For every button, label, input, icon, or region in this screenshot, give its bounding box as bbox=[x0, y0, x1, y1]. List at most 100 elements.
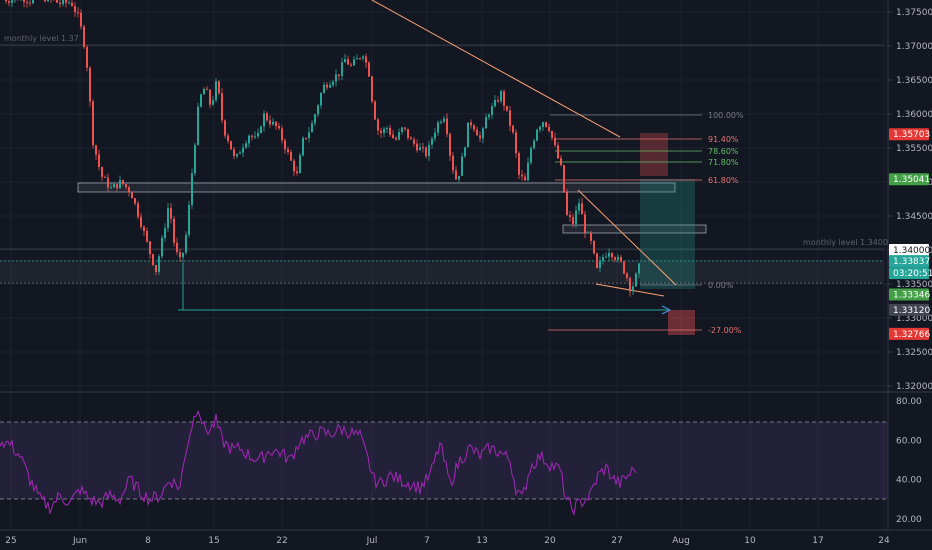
candle-body bbox=[440, 121, 442, 123]
candle-body bbox=[281, 128, 283, 141]
candle-body bbox=[575, 210, 577, 224]
stop-zone-top[interactable] bbox=[640, 133, 668, 176]
candle-body bbox=[494, 99, 496, 107]
candle-body bbox=[551, 130, 553, 138]
candle-body bbox=[122, 179, 124, 185]
price-tag[interactable]: 1.32766 bbox=[889, 327, 930, 340]
candle-body bbox=[344, 59, 346, 63]
trendlines[interactable] bbox=[178, 0, 677, 315]
zone-1-337[interactable] bbox=[0, 260, 884, 282]
candle-body bbox=[314, 114, 316, 124]
candle-body bbox=[266, 113, 268, 121]
candle-body bbox=[332, 81, 334, 85]
candle-body bbox=[449, 133, 451, 156]
fib-level-label: 100.00% bbox=[708, 111, 744, 120]
price-tag[interactable]: 1.35041 bbox=[889, 173, 930, 186]
price-tag[interactable]: 1.33346 bbox=[889, 288, 930, 301]
support-resistance-zones[interactable]: monthly level 1.37 monthly level 1.3400 bbox=[0, 34, 888, 284]
price-tag[interactable]: 1.35703 bbox=[889, 128, 930, 141]
price-tick-label: 1.36000 bbox=[896, 110, 932, 120]
candle-body bbox=[146, 231, 148, 242]
candle-body bbox=[566, 192, 568, 215]
candle-body bbox=[329, 84, 331, 88]
candle-body bbox=[188, 204, 190, 235]
candle-body bbox=[395, 138, 397, 140]
zone-1-349[interactable] bbox=[77, 182, 676, 193]
candle-body bbox=[251, 135, 253, 138]
candle-body bbox=[404, 127, 406, 129]
candle-body bbox=[308, 132, 310, 139]
candle-body bbox=[317, 105, 319, 115]
time-tick-label: 8 bbox=[145, 536, 151, 546]
rsi-tick-label: 60.00 bbox=[896, 436, 922, 446]
candle-body bbox=[488, 114, 490, 118]
price-tag[interactable]: 1.33120 bbox=[889, 303, 930, 316]
fibonacci-retracement[interactable]: 100.00% 91.40% 78.60% 71.80% 61.80% 0.00% -27.… bbox=[548, 111, 744, 335]
candle-body bbox=[437, 122, 439, 133]
candle-body bbox=[530, 148, 532, 163]
candle-body bbox=[533, 140, 535, 149]
price-tick-label: 1.37500 bbox=[896, 8, 932, 18]
candle-body bbox=[59, 2, 61, 5]
price-tick-label: 1.37000 bbox=[896, 42, 932, 52]
time-tick-label: 27 bbox=[611, 536, 622, 546]
candle-body bbox=[23, 0, 25, 2]
price-axis[interactable]: 1.37500 1.37000 1.36500 1.36000 1.35500 1.350… bbox=[887, 0, 932, 530]
zone-1-344[interactable] bbox=[562, 224, 707, 234]
candle-body bbox=[542, 122, 544, 127]
candle-body bbox=[218, 81, 220, 94]
candle-body bbox=[5, 0, 7, 2]
candle-body bbox=[362, 56, 364, 59]
position-tool[interactable] bbox=[640, 133, 695, 335]
candle-body bbox=[422, 147, 424, 149]
candle-body bbox=[497, 99, 499, 102]
rsi-axis[interactable]: 80.00 60.00 40.00 20.00 bbox=[896, 397, 922, 525]
candle-body bbox=[443, 118, 445, 122]
grid bbox=[0, 0, 888, 530]
target-zone[interactable] bbox=[640, 179, 695, 289]
candle-body bbox=[386, 127, 388, 129]
projection-arrow-head bbox=[661, 305, 672, 315]
candle-body bbox=[164, 228, 166, 238]
candle-body bbox=[326, 84, 328, 88]
price-tag[interactable]: 1.33837 bbox=[889, 255, 930, 267]
candle-body bbox=[614, 257, 616, 260]
time-tick-label: 22 bbox=[276, 536, 287, 546]
candle-body bbox=[509, 110, 511, 126]
price-tag-bg bbox=[889, 267, 929, 280]
candle-body bbox=[152, 254, 154, 266]
candle-body bbox=[341, 62, 343, 76]
candle-body bbox=[503, 91, 505, 106]
candle-body bbox=[113, 184, 115, 188]
price-tag-label: 1.33346 bbox=[893, 290, 930, 300]
candle-body bbox=[515, 132, 517, 154]
descending-trendline[interactable] bbox=[371, 0, 621, 138]
time-tick-label: 7 bbox=[424, 536, 430, 546]
time-tick-label: Aug bbox=[672, 536, 690, 546]
time-tick-label: 24 bbox=[878, 536, 890, 546]
candle-body bbox=[77, 12, 79, 14]
price-tag-label: 1.34000 bbox=[893, 246, 930, 256]
candle-body bbox=[392, 134, 394, 139]
candle-body bbox=[260, 126, 262, 134]
candle-body bbox=[8, 1, 10, 3]
price-tag-label: 1.32766 bbox=[893, 330, 930, 340]
price-tag[interactable]: 03:20:51 bbox=[889, 267, 932, 280]
wedge-upper-line[interactable] bbox=[577, 189, 677, 286]
candle-body bbox=[491, 106, 493, 115]
candle-body bbox=[428, 144, 430, 157]
time-axis[interactable]: 25 Jun 8 15 22 Jul 7 13 20 27 Aug 10 17 24 bbox=[0, 529, 932, 546]
price-tick-label: 1.32000 bbox=[896, 382, 932, 392]
fib-level-label: 71.80% bbox=[708, 158, 739, 167]
candle-body bbox=[233, 149, 235, 157]
candle-body bbox=[125, 184, 127, 188]
price-tag[interactable]: 1.34000 bbox=[889, 244, 930, 256]
candle-body bbox=[629, 278, 631, 292]
fib-level-label: 78.60% bbox=[708, 147, 739, 156]
price-tick-label: 1.36500 bbox=[896, 76, 932, 86]
candle-body bbox=[86, 46, 88, 68]
stop-zone-bottom[interactable] bbox=[668, 310, 695, 335]
candle-body bbox=[506, 105, 508, 111]
candles bbox=[5, 0, 640, 297]
